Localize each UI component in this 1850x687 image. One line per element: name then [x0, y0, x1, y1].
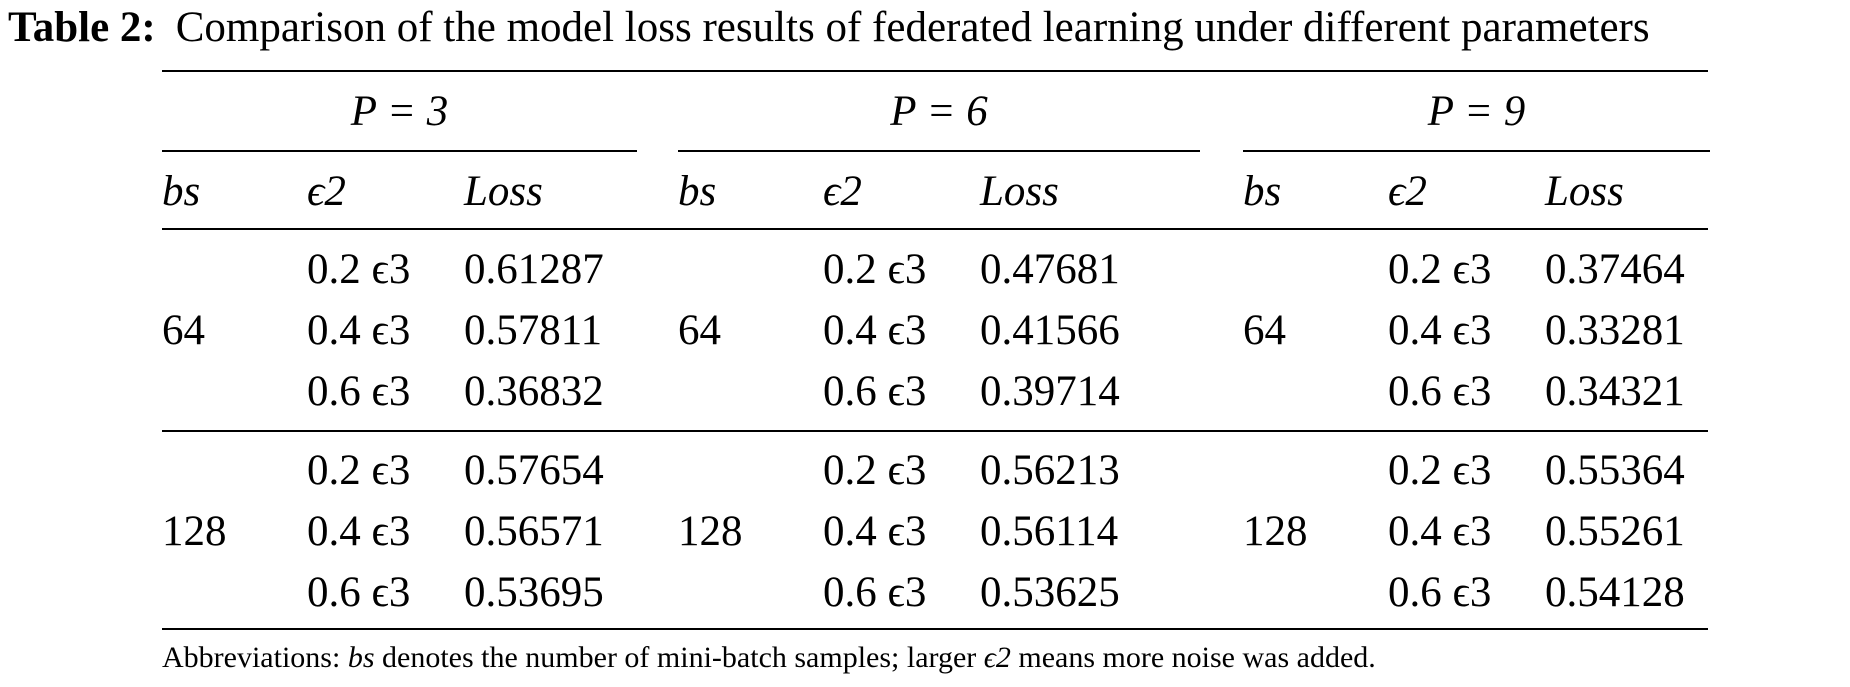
loss-cell: 0.54128 [1545, 569, 1685, 616]
epsilon-cell: 0.4 ϵ3 [1388, 508, 1492, 555]
loss-cell: 0.57811 [464, 307, 603, 354]
epsilon-cell: 0.2 ϵ3 [1388, 246, 1492, 293]
loss-cell: 0.61287 [464, 246, 604, 293]
loss-cell: 0.39714 [980, 368, 1120, 415]
top-rule [162, 70, 1708, 72]
loss-cell: 0.47681 [980, 246, 1120, 293]
footnote-term-bs: bs [347, 641, 375, 674]
batch-size-cell: 128 [678, 508, 743, 555]
loss-cell: 0.36832 [464, 368, 604, 415]
batch-size-cell: 128 [162, 508, 227, 555]
epsilon-cell: 0.6 ϵ3 [823, 368, 927, 415]
middle-rule [162, 430, 1708, 432]
table-caption: Table 2: Comparison of the model loss res… [8, 2, 1848, 54]
epsilon-cell: 0.6 ϵ3 [307, 368, 411, 415]
column-header: Loss [980, 168, 1059, 215]
column-header: ϵ2 [307, 168, 346, 215]
loss-cell: 0.55364 [1545, 447, 1685, 494]
loss-cell: 0.37464 [1545, 246, 1685, 293]
epsilon-cell: 0.4 ϵ3 [307, 307, 411, 354]
footnote-text-1: denotes the number of mini-batch samples… [382, 641, 977, 674]
batch-size-cell: 64 [1243, 307, 1286, 354]
column-header: Loss [464, 168, 543, 215]
footnote-prefix: Abbreviations: [162, 641, 341, 674]
epsilon-cell: 0.4 ϵ3 [823, 508, 927, 555]
column-header: ϵ2 [823, 168, 862, 215]
column-header: bs [1243, 168, 1282, 215]
loss-cell: 0.53695 [464, 569, 604, 616]
epsilon-cell: 0.6 ϵ3 [823, 569, 927, 616]
footnote-term-eps: ϵ2 [983, 641, 1011, 674]
epsilon-cell: 0.6 ϵ3 [307, 569, 411, 616]
epsilon-cell: 0.2 ϵ3 [1388, 447, 1492, 494]
column-header: bs [162, 168, 201, 215]
loss-cell: 0.41566 [980, 307, 1120, 354]
group-rule [678, 150, 1200, 152]
epsilon-cell: 0.4 ϵ3 [823, 307, 927, 354]
group-rule [1243, 150, 1710, 152]
column-header: bs [678, 168, 717, 215]
bottom-rule [162, 628, 1708, 630]
epsilon-cell: 0.2 ϵ3 [823, 447, 927, 494]
epsilon-cell: 0.4 ϵ3 [1388, 307, 1492, 354]
loss-cell: 0.56114 [980, 508, 1119, 555]
group-title: P = 6 [890, 88, 988, 135]
group-title: P = 3 [350, 88, 449, 135]
epsilon-cell: 0.2 ϵ3 [307, 246, 411, 293]
caption-label: Table 2: [8, 4, 156, 51]
epsilon-cell: 0.2 ϵ3 [823, 246, 927, 293]
loss-cell: 0.34321 [1545, 368, 1685, 415]
batch-size-cell: 64 [162, 307, 205, 354]
loss-cell: 0.56213 [980, 447, 1120, 494]
epsilon-cell: 0.6 ϵ3 [1388, 368, 1492, 415]
epsilon-cell: 0.6 ϵ3 [1388, 569, 1492, 616]
table-footnote: Abbreviations: bs denotes the number of … [162, 638, 1376, 678]
epsilon-cell: 0.4 ϵ3 [307, 508, 411, 555]
batch-size-cell: 128 [1243, 508, 1308, 555]
group-rule [162, 150, 637, 152]
footnote-text-2: means more noise was added. [1018, 641, 1376, 674]
header-rule [162, 228, 1708, 230]
loss-cell: 0.57654 [464, 447, 604, 494]
group-title: P = 9 [1427, 88, 1526, 135]
batch-size-cell: 64 [678, 307, 721, 354]
column-header: ϵ2 [1388, 168, 1427, 215]
column-header: Loss [1545, 168, 1624, 215]
epsilon-cell: 0.2 ϵ3 [307, 447, 411, 494]
loss-cell: 0.56571 [464, 508, 604, 555]
caption-text: Comparison of the model loss results of … [175, 4, 1650, 51]
loss-cell: 0.53625 [980, 569, 1120, 616]
loss-cell: 0.55261 [1545, 508, 1685, 555]
loss-cell: 0.33281 [1545, 307, 1685, 354]
